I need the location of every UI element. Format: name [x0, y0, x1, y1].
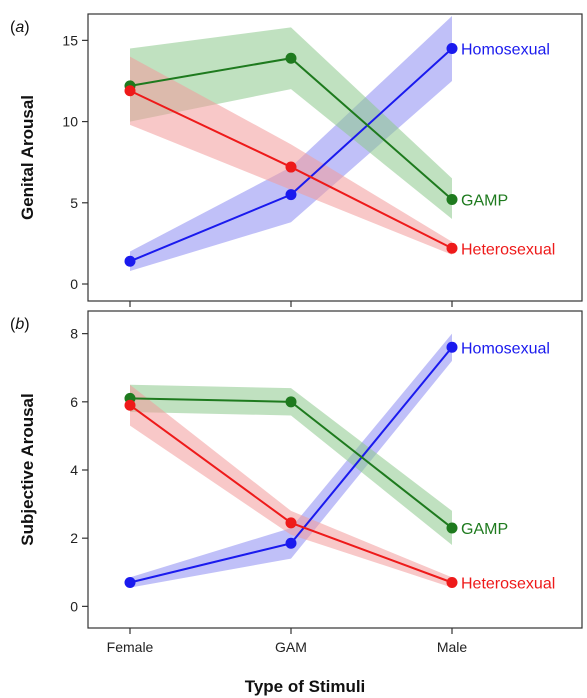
y-axis-title: Genital Arousal [18, 95, 37, 220]
series-label-heterosexual: Heterosexual [461, 241, 555, 258]
series-label-heterosexual: Heterosexual [461, 576, 555, 593]
point-heterosexual [446, 242, 458, 254]
point-homosexual [446, 42, 458, 54]
y-tick-label: 6 [70, 394, 78, 410]
series-label-gamp: GAMP [461, 521, 508, 538]
y-tick-label: 8 [70, 326, 78, 342]
point-homosexual [446, 341, 458, 353]
point-homosexual [124, 255, 136, 267]
y-tick-label: 2 [70, 530, 78, 546]
x-tick-label: GAM [275, 639, 307, 655]
point-gamp [285, 396, 297, 408]
panel-a: 0 5 10 15 (a) Genital Arousal Homosexual GAMP He… [10, 13, 583, 307]
y-axis-title: Subjective Arousal [18, 393, 37, 545]
band-gamp [130, 384, 452, 545]
y-tick-label: 5 [70, 195, 78, 211]
point-homosexual [285, 189, 297, 201]
y-tick-label: 15 [62, 32, 78, 48]
y-tick-label: 10 [62, 114, 78, 130]
y-tick-label: 0 [70, 276, 78, 292]
point-gamp [446, 522, 458, 534]
panel-label: (b) [10, 316, 30, 333]
point-heterosexual [446, 577, 458, 588]
series-label-homosexual: Homosexual [461, 41, 550, 58]
point-gamp [446, 194, 458, 206]
plot-frame [87, 13, 583, 302]
y-tick-label: 4 [70, 462, 78, 478]
panel-b: 0 2 4 6 8 Female GAM Male (b) Subjective Arousal H… [10, 310, 583, 655]
band-heterosexual [130, 384, 452, 588]
band-gamp [130, 27, 452, 220]
point-heterosexual [285, 161, 297, 173]
x-axis-title: Type of Stimuli [245, 677, 366, 696]
x-tick-label: Male [437, 639, 468, 655]
band-homosexual [130, 16, 452, 272]
band-homosexual [130, 333, 452, 588]
point-heterosexual [124, 85, 136, 97]
point-gamp [285, 52, 297, 64]
point-homosexual [285, 537, 297, 549]
x-tick-label: Female [107, 639, 154, 655]
y-tick-label: 0 [70, 598, 78, 614]
point-heterosexual [124, 399, 136, 411]
point-heterosexual [285, 517, 297, 529]
series-label-homosexual: Homosexual [461, 340, 550, 357]
band-heterosexual [130, 56, 452, 255]
series-label-gamp: GAMP [461, 193, 508, 210]
panel-label: (a) [10, 19, 30, 36]
point-homosexual [124, 577, 136, 588]
